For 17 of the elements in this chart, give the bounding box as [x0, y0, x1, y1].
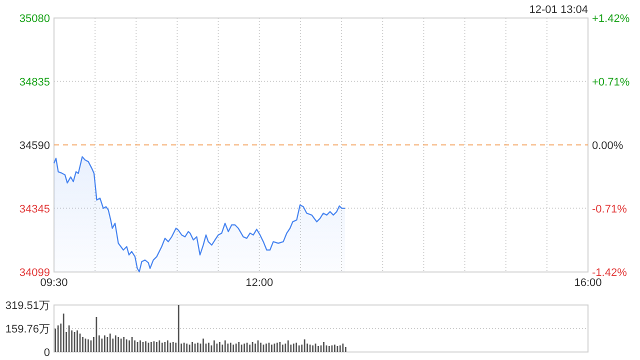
- x-tick-label: 12:00: [246, 277, 274, 289]
- y2-tick-label: +0.71%: [592, 76, 630, 88]
- y2-tick-label: -1.42%: [592, 267, 628, 279]
- y-tick-label: 34590: [19, 140, 50, 152]
- chart-subtitle: 12-01 13:04: [529, 4, 588, 16]
- x-tick-label: 16:00: [574, 277, 602, 289]
- y2-tick-label: +1.42%: [592, 13, 630, 25]
- y2-tick-label: 0.00%: [592, 140, 624, 152]
- y-tick-label: 0: [44, 347, 50, 359]
- y-tick-label: 35080: [19, 13, 50, 25]
- y-tick-label: 34099: [19, 267, 50, 279]
- y2-tick-label: -0.71%: [592, 204, 628, 216]
- y-tick-label: 319.51万: [5, 300, 50, 312]
- y-tick-label: 159.76万: [5, 324, 50, 336]
- x-tick-label: 09:30: [40, 277, 68, 289]
- y-tick-label: 34835: [19, 76, 50, 88]
- y-tick-label: 34345: [19, 203, 50, 216]
